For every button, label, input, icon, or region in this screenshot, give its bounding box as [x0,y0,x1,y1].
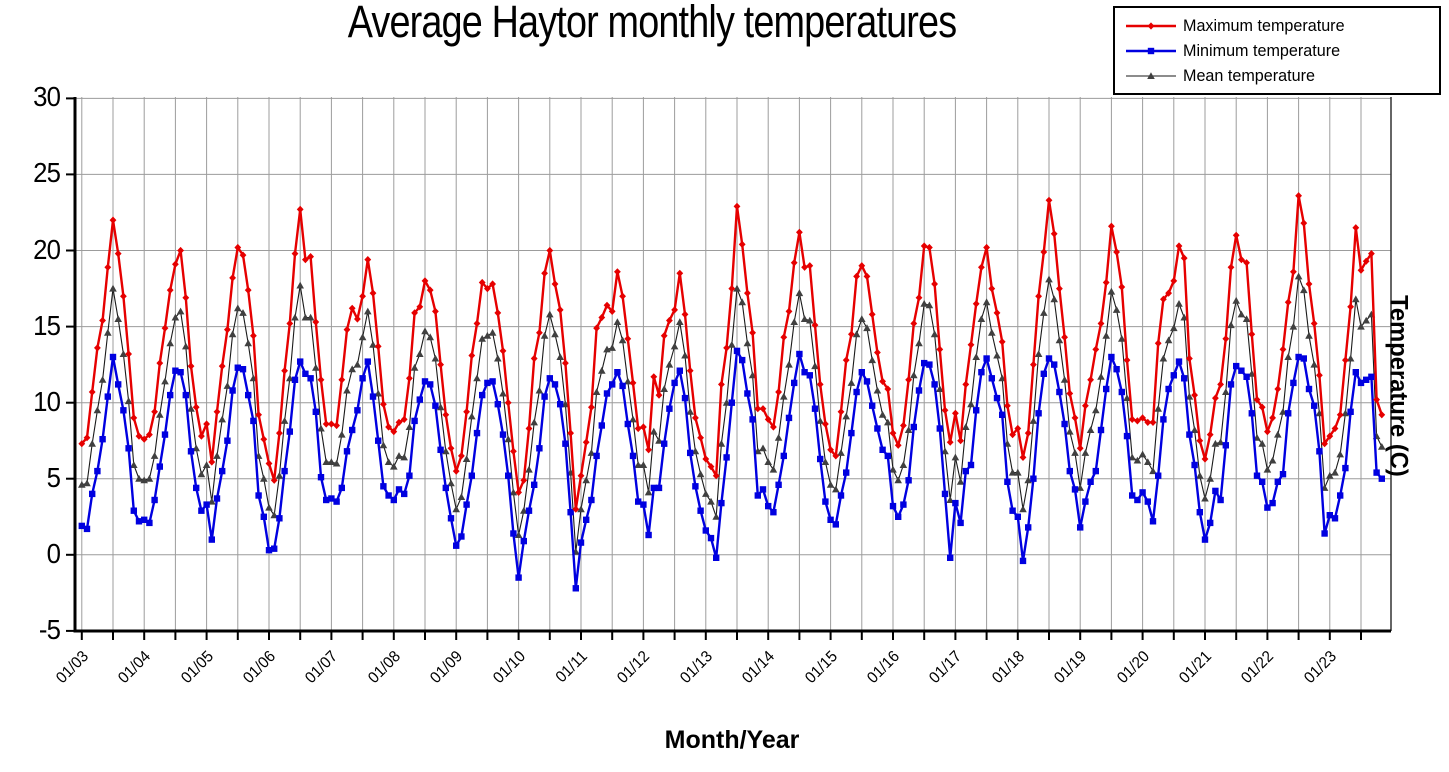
legend-item-mean: Mean temperature [1125,63,1431,88]
x-axis-title: Month/Year [664,726,800,754]
y-tick-label: 25 [33,157,61,189]
y-tick-label: 30 [33,81,61,113]
mean-line-marker-icon [1126,71,1176,79]
legend-item-maximum: Maximum temperature [1125,13,1431,38]
maximum-line-marker-icon [1126,21,1176,30]
chart-title: Average Haytor monthly temperatures [347,0,957,47]
y-tick-label: 20 [33,233,61,265]
legend: Maximum temperature Minimum temperature … [1113,6,1441,95]
legend-label: Mean temperature [1183,65,1315,85]
series-1-markers [78,347,1385,592]
legend-label: Minimum temperature [1183,40,1341,60]
y-tick-label: 10 [33,385,61,417]
y-tick-label: 0 [46,537,61,569]
y-axis-title: Temperature (C) [1384,295,1413,477]
y-tick-label: -5 [38,613,61,645]
legend-label: Maximum temperature [1183,15,1345,35]
minimum-line-marker-icon [1126,47,1176,54]
y-tick-label: 5 [46,461,61,493]
legend-item-minimum: Minimum temperature [1125,38,1431,63]
series-0-markers [78,192,1386,513]
y-tick-label: 15 [33,309,61,341]
